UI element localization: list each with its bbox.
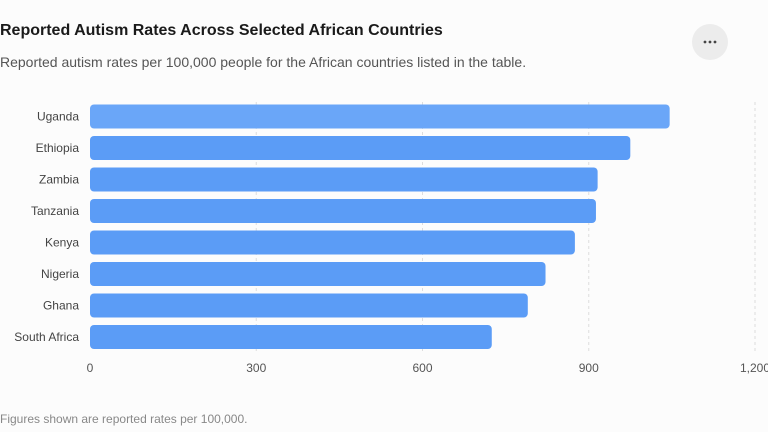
x-tick-label: 600 bbox=[412, 361, 432, 375]
bar-kenya[interactable] bbox=[90, 230, 575, 255]
x-tick-label: 900 bbox=[579, 361, 599, 375]
category-label: Ethiopia bbox=[36, 141, 80, 155]
chart-title: Reported Autism Rates Across Selected Af… bbox=[0, 22, 443, 39]
bar-nigeria[interactable] bbox=[90, 262, 546, 286]
x-tick-label: 300 bbox=[246, 361, 266, 375]
category-label: South Africa bbox=[14, 330, 79, 344]
chart-subtitle: Reported autism rates per 100,000 people… bbox=[0, 54, 527, 70]
category-label: Kenya bbox=[45, 236, 79, 250]
bar-zambia[interactable] bbox=[90, 167, 598, 192]
x-tick-label: 0 bbox=[87, 361, 94, 375]
x-tick-label: 1,200 bbox=[740, 361, 768, 375]
bar-uganda[interactable] bbox=[90, 104, 670, 129]
x-axis-ticks: 0 300 600 900 1,200 bbox=[87, 361, 768, 375]
chart-footnote: Figures shown are reported rates per 100… bbox=[0, 412, 248, 426]
category-label: Nigeria bbox=[41, 267, 79, 281]
more-horizontal-icon bbox=[703, 40, 717, 44]
bar-tanzania[interactable] bbox=[90, 199, 596, 223]
bar-ethiopia[interactable] bbox=[90, 136, 631, 160]
chart-bars bbox=[90, 104, 670, 349]
more-options-button[interactable] bbox=[692, 24, 728, 60]
bar-south-africa[interactable] bbox=[90, 325, 492, 349]
category-labels: Uganda Ethiopia Zambia Tanzania Kenya Nigeria… bbox=[14, 110, 79, 345]
category-label: Uganda bbox=[37, 110, 79, 124]
bar-ghana[interactable] bbox=[90, 293, 528, 318]
category-label: Ghana bbox=[43, 299, 79, 313]
bar-chart: Uganda Ethiopia Zambia Tanzania Kenya Nigeria… bbox=[14, 102, 768, 375]
category-label: Tanzania bbox=[31, 204, 79, 218]
category-label: Zambia bbox=[39, 173, 79, 187]
